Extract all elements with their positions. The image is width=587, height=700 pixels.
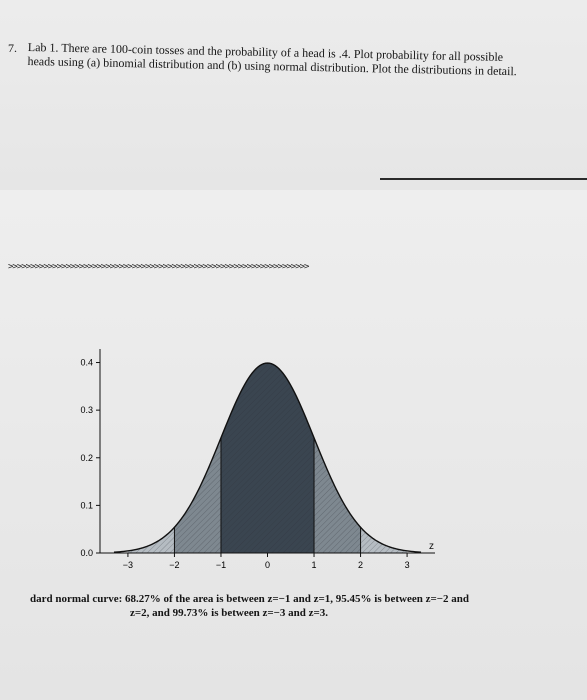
- x-tick-label: −2: [169, 560, 179, 570]
- x-tick-label: −1: [216, 560, 226, 570]
- figure-caption: dard normal curve: 68.27% of the area is…: [30, 592, 570, 620]
- x-tick-label: 3: [405, 560, 410, 570]
- x-tick-label: 1: [312, 560, 317, 570]
- y-tick-label: 0.3: [80, 405, 93, 415]
- y-tick-label: 0.0: [80, 548, 93, 558]
- x-tick-label: 0: [265, 560, 270, 570]
- worksheet-upper: [0, 0, 587, 190]
- x-tick-label: −3: [123, 560, 133, 570]
- page-divider-line: [380, 178, 587, 180]
- y-tick-label: 0.1: [80, 500, 93, 510]
- shaded-regions: [127, 363, 408, 553]
- hatch--1-to-1: [220, 363, 315, 553]
- problem-number: 7.: [8, 41, 17, 55]
- caption-line-1: dard normal curve: 68.27% of the area is…: [30, 593, 470, 605]
- x-ticks: −3 −2 −1 0 1 2 3: [123, 553, 410, 570]
- x-tick-label: 2: [358, 560, 363, 570]
- y-ticks: 0.0 0.1 0.2 0.3 0.4: [80, 358, 100, 558]
- x-axis-letter: z: [429, 541, 434, 552]
- y-tick-label: 0.4: [80, 358, 93, 368]
- caption-line-2: z=2, and 99.73% is between z=−3 and z=3.: [130, 607, 329, 619]
- separator-arrows: >>>>>>>>>>>>>>>>>>>>>>>>>>>>>>>>>>>>>>>>…: [8, 262, 309, 272]
- normal-curve-chart: 0.0 0.1 0.2 0.3 0.4 −3 −2 −1 0 1 2 3 z: [80, 349, 435, 570]
- y-tick-label: 0.2: [80, 453, 93, 463]
- normal-curve-line: [113, 362, 422, 553]
